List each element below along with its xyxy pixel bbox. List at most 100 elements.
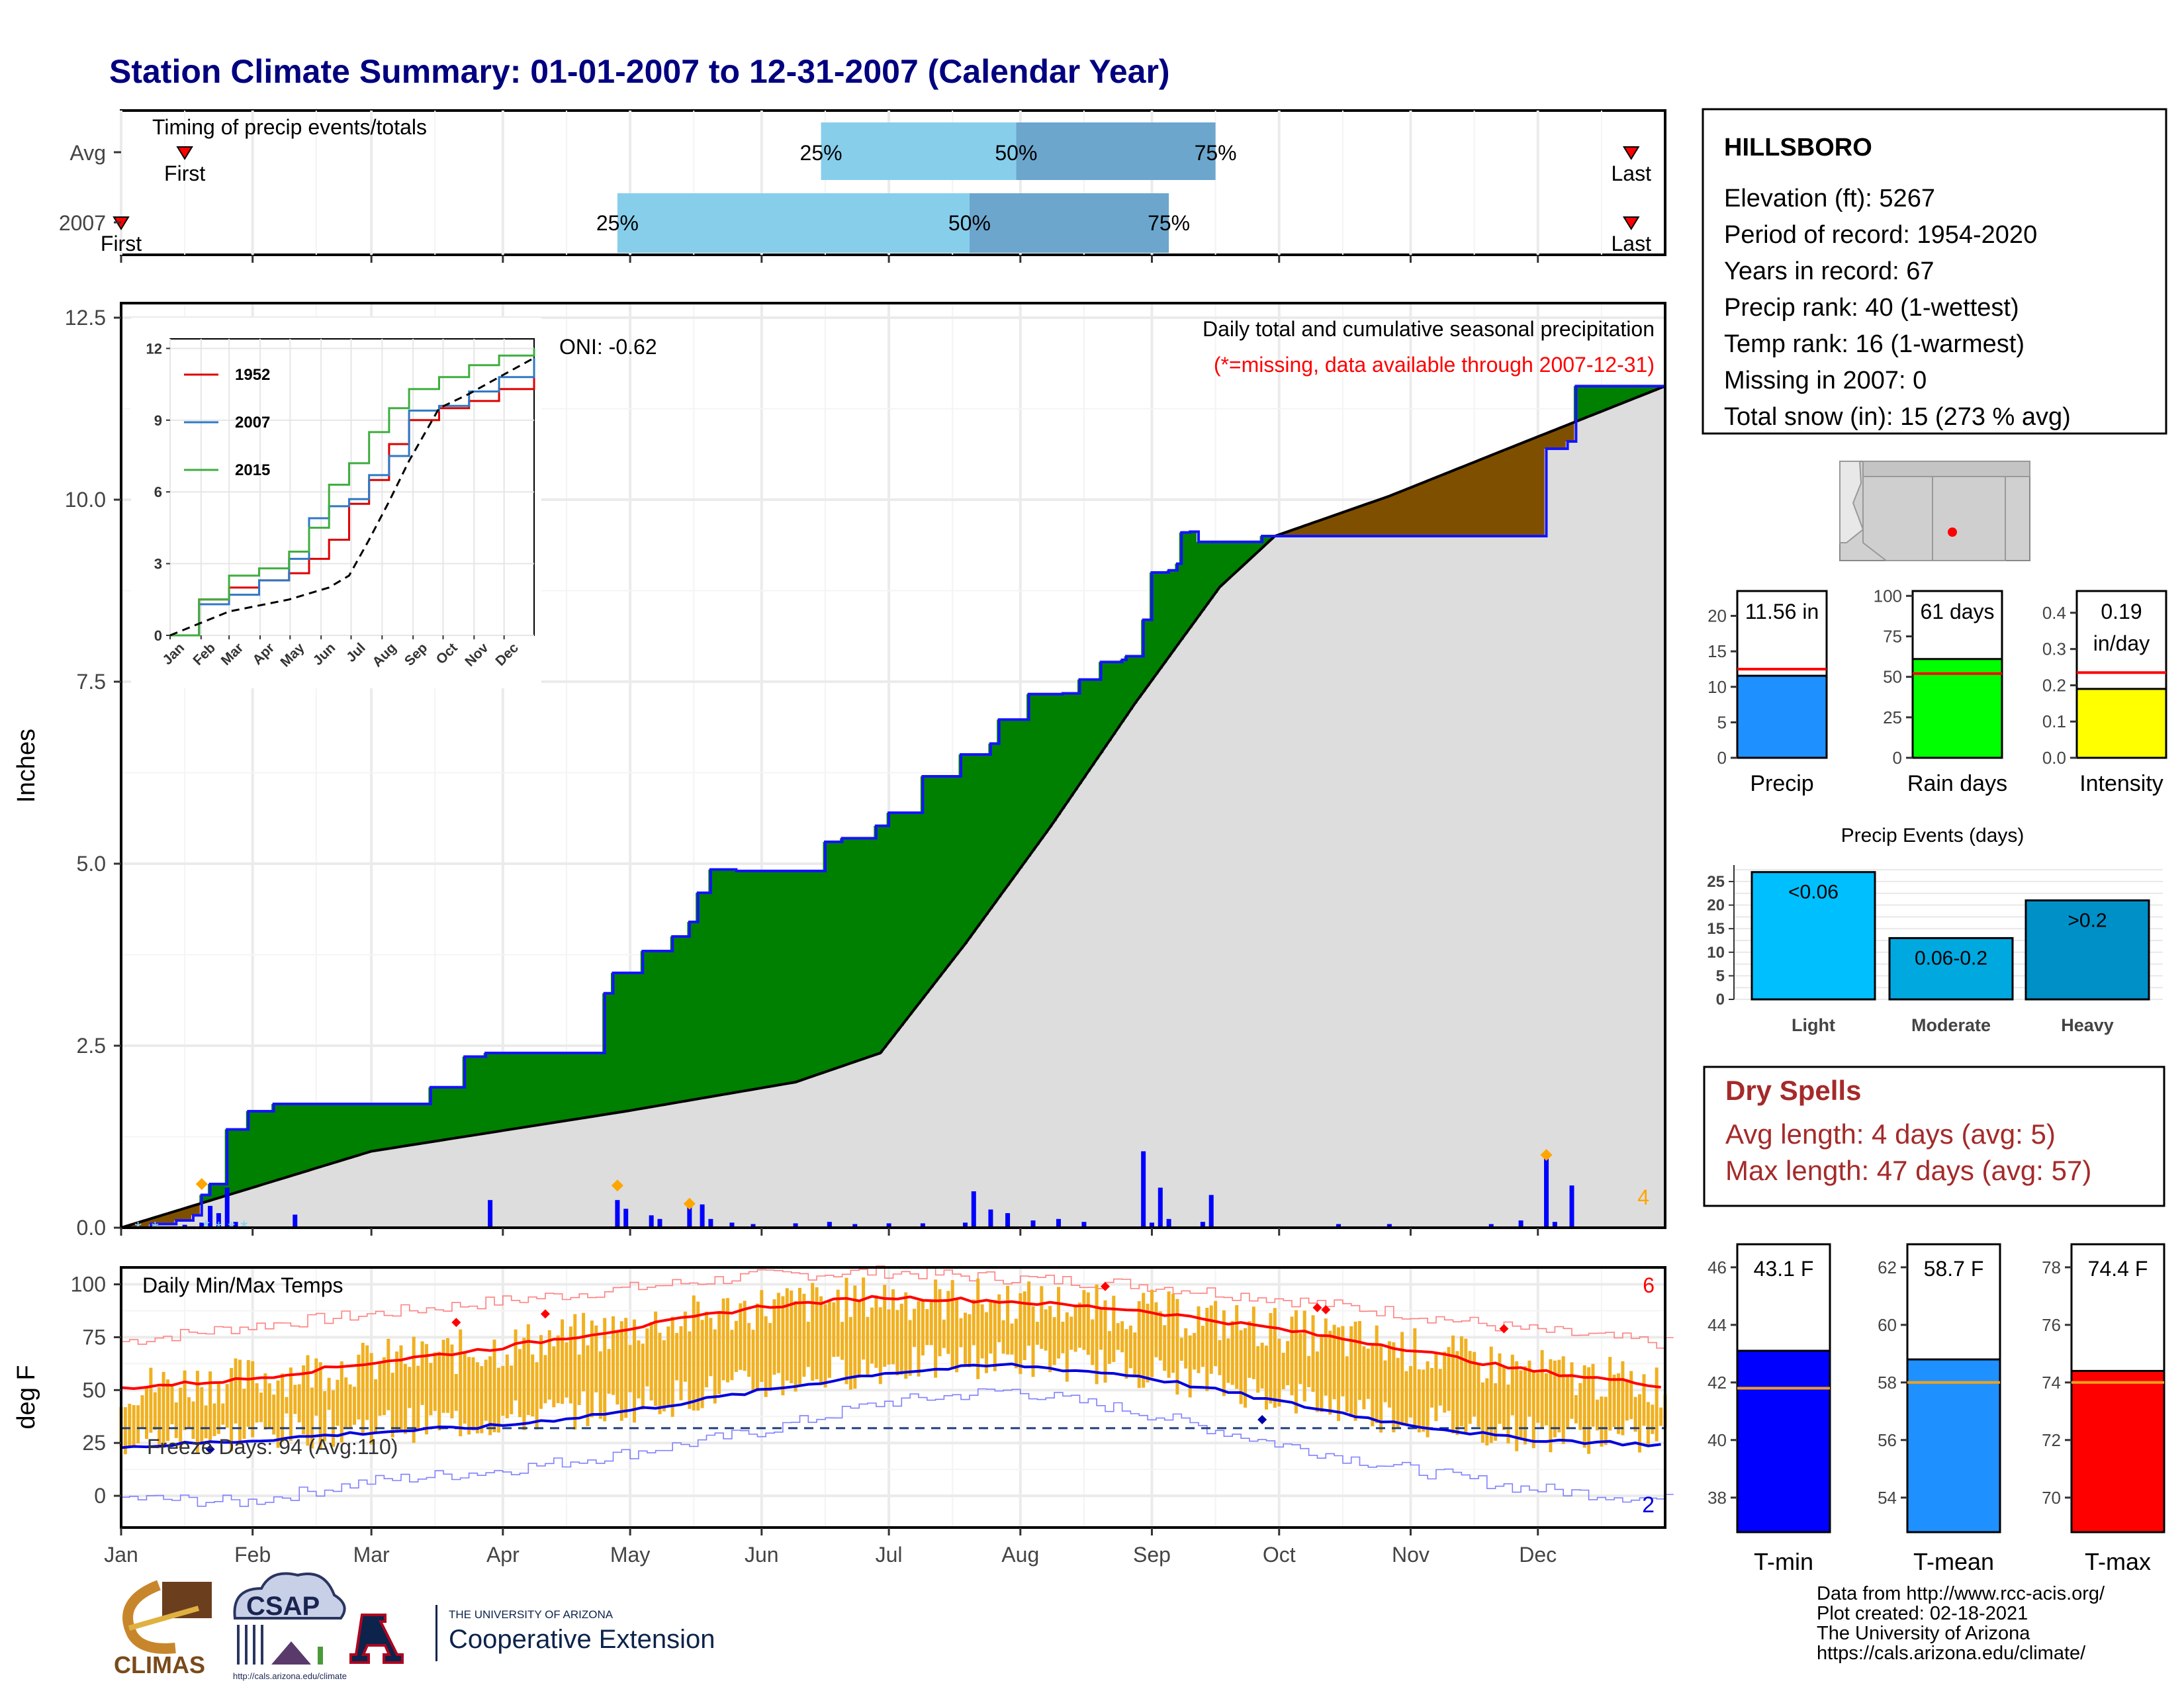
month-label: May: [610, 1543, 650, 1567]
daily-precip-bar: [852, 1224, 858, 1228]
precip-y-axis: 0.0 2.5 5.0 7.5 10.0 12.5: [65, 306, 121, 1240]
extreme-precip-marker: [195, 1178, 208, 1190]
inset-ytick-label: 0: [154, 627, 162, 644]
temp-bar-ytick-label: 42: [1707, 1373, 1727, 1393]
summary-bar-label: Precip: [1750, 771, 1813, 796]
timing-p25-label: 25%: [596, 211, 639, 235]
events-category-label: Heavy: [2061, 1015, 2114, 1035]
inset-ytick-label: 9: [154, 412, 162, 429]
daily-precip-bar: [233, 1222, 238, 1228]
temp-bar-ytick-label: 54: [1878, 1488, 1897, 1508]
temp-panel: 0 25 50 75 100 deg F Daily Min/Max Temps Fre…: [13, 255, 1674, 1567]
record-high-marker: [1499, 1324, 1509, 1334]
dry-spells-frame: [1703, 1066, 2165, 1207]
above-average-fill: [199, 386, 1664, 1203]
timing-bar-q2: [821, 122, 1017, 180]
timing-row-2007-label: 2007: [59, 211, 106, 235]
daily-precip-bar: [224, 1187, 230, 1228]
temp-bar-ytick-label: 40: [1707, 1430, 1727, 1450]
extreme-precip-marker: [1540, 1149, 1553, 1161]
station-info-box: HILLSBORO Elevation (ft): 5267 Period of…: [1702, 108, 2167, 435]
temp-ytick-label: 25: [82, 1431, 106, 1455]
events-ytick-label: 25: [1707, 873, 1725, 891]
dry-spells-avg: Avg length: 4 days (avg: 5): [1725, 1119, 2056, 1150]
footer-plot-created: Plot created: 02-18-2021: [1817, 1603, 2028, 1624]
csap-logo: CSAP http://cals.arizona.edu/climate: [233, 1572, 347, 1681]
summary-ytick-label: 5: [1717, 712, 1727, 732]
inset-ytick-label: 12: [146, 340, 162, 357]
events-title: Precip Events (days): [1841, 825, 2025, 846]
daily-precip-bar: [208, 1206, 213, 1228]
summary-value-text: 0.19: [2101, 600, 2142, 623]
record-low-marker: [205, 1444, 215, 1454]
precip-note-main: Daily total and cumulative seasonal prec…: [1203, 317, 1655, 341]
temp-bar-ytick-label: 44: [1707, 1315, 1727, 1335]
temp-bar-label: T-max: [2085, 1548, 2151, 1575]
daily-precip-bar: [1200, 1222, 1205, 1228]
temp-panel-label: Daily Min/Max Temps: [142, 1273, 343, 1297]
daily-precip-bar: [182, 1224, 187, 1228]
timing-label: Timing of precip events/totals: [152, 115, 427, 139]
daily-precip-bar: [1149, 1222, 1154, 1228]
map-arizona: [1862, 476, 1933, 561]
events-ytick-label: 15: [1707, 920, 1725, 938]
timing-p50-label: 50%: [995, 141, 1037, 165]
summary-ytick-label: 100: [1874, 586, 1902, 606]
daily-precip-bar: [700, 1204, 705, 1228]
daily-precip-bar: [962, 1222, 968, 1228]
events-bar-moderate: [1888, 937, 2014, 1001]
station-snow: Total snow (in): 15 (273 % avg): [1724, 403, 2071, 431]
record-high-marker: [451, 1318, 461, 1328]
climas-logo-stroke: [128, 1606, 200, 1631]
precip-events-chart: Precip Events (days) <0.06 Light 0.06-0.2 M…: [1707, 825, 2163, 1035]
university-logo: THE UNIVERSITY OF ARIZONA Cooperative Ex…: [349, 1605, 715, 1664]
month-x-axis: Jan Feb Mar Apr May Jun Jul Aug Sep Oct Nov Dec: [104, 255, 1557, 1567]
month-label: Dec: [1519, 1543, 1557, 1567]
footer-university: The University of Arizona: [1817, 1623, 2030, 1644]
footer: Data from http://www.rcc-acis.org/ Plot …: [114, 1572, 2105, 1681]
daily-precip-bar: [729, 1222, 735, 1228]
inset-ytick-label: 3: [154, 556, 162, 572]
temp-ytick-label: 100: [71, 1273, 106, 1297]
station-precip-rank: Precip rank: 40 (1-wettest): [1724, 294, 2019, 322]
month-label: Mar: [353, 1543, 390, 1567]
daily-precip-bar: [216, 1213, 221, 1228]
precip-cumulative-fill: [120, 385, 1666, 1229]
timing-bar-q3: [969, 193, 1169, 253]
temp-bar-value: 74.4 F: [2088, 1257, 2148, 1281]
daily-precip-bar: [1336, 1224, 1341, 1228]
daily-precip-bar: [687, 1202, 692, 1228]
temp-ytick-label: 75: [82, 1325, 106, 1349]
precip-panel: * * * * * * 0.02.55.07.510.012.5 Inches Daily…: [13, 302, 1666, 1240]
summary-ytick-label: 15: [1707, 641, 1727, 661]
timing-first-label: First: [101, 232, 142, 255]
max-extreme-count: 6: [1643, 1273, 1655, 1297]
daily-precip-bar: [1158, 1187, 1163, 1228]
summary-ytick-label: 0.4: [2042, 603, 2066, 623]
month-label: Oct: [1263, 1543, 1296, 1567]
station-info-frame: [1702, 108, 2167, 435]
summary-ytick-label: 25: [1883, 708, 1902, 727]
daily-precip-bar: [751, 1224, 756, 1228]
temp-bar-ytick-label: 76: [2042, 1315, 2061, 1335]
daily-precip-bar: [649, 1215, 654, 1228]
timing-last-label: Last: [1611, 161, 1651, 185]
avg-max-line: [120, 1295, 1661, 1391]
timing-bar-q3: [1016, 122, 1216, 180]
daily-precip-bar: [488, 1200, 493, 1228]
university-small-text: THE UNIVERSITY OF ARIZONA: [449, 1608, 614, 1621]
events-bar-light: [1751, 871, 1876, 1001]
timing-row-avg-label: Avg: [69, 141, 106, 165]
temp-y-axis: 0 25 50 75 100: [71, 1273, 121, 1508]
daily-precip-bar: [971, 1191, 976, 1228]
station-missing: Missing in 2007: 0: [1724, 367, 1927, 394]
csap-cloud-icon: [233, 1572, 346, 1620]
temp-bar-label: T-mean: [1913, 1548, 1994, 1575]
daily-precip-bar: [657, 1218, 662, 1228]
summary-value-text: 61 days: [1920, 600, 1994, 623]
climas-logo: CLIMAS: [114, 1580, 212, 1678]
temp-bar-ytick-label: 62: [1878, 1257, 1897, 1277]
record-high-marker: [1321, 1304, 1331, 1314]
summary-bars: 11.56 in 0 5 10 15 20 Precip 61 days 0 25 50 75 100 R…: [1707, 586, 2167, 796]
